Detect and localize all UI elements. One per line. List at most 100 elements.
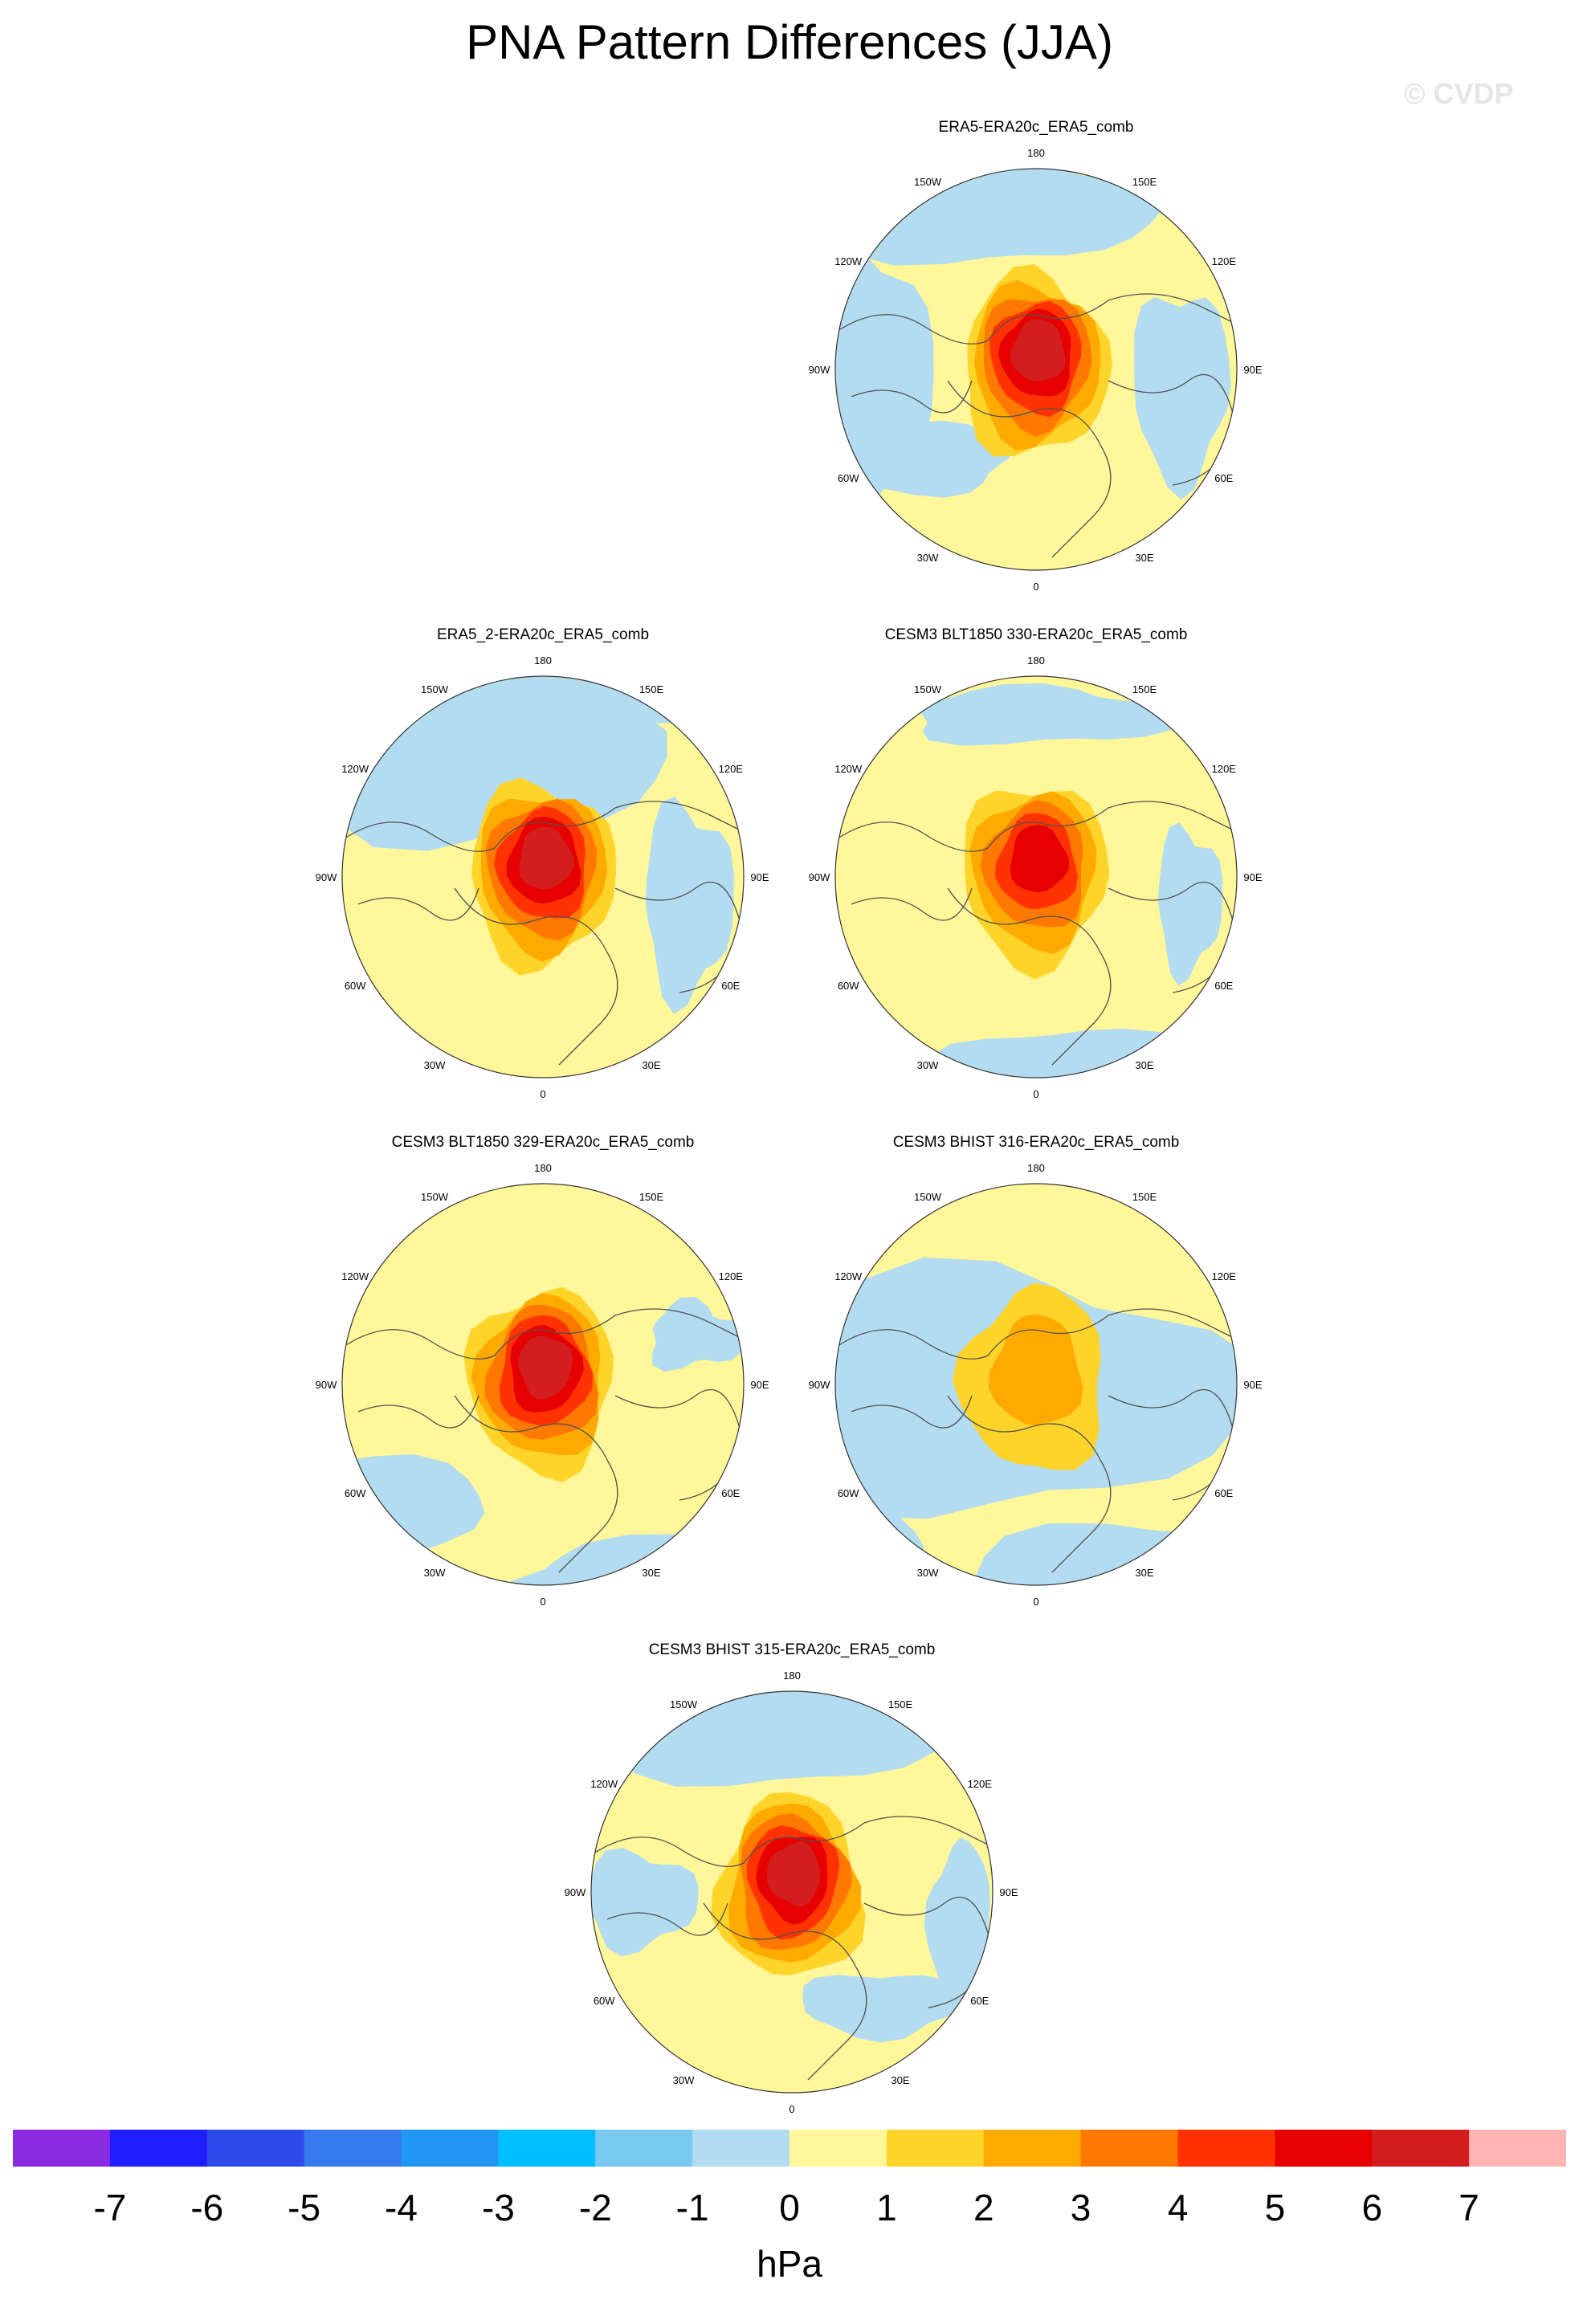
longitude-label: 120E — [719, 1270, 744, 1282]
coastlines — [835, 293, 1237, 558]
colorbar-tick-label: -7 — [93, 2187, 127, 2228]
contour-level-neg1-0 — [802, 1975, 965, 2043]
coastline — [342, 801, 744, 852]
longitude-label: 120W — [341, 763, 369, 775]
contour-level-6 — [1010, 319, 1066, 382]
colorbar-swatch — [401, 2130, 499, 2167]
longitude-label: 150W — [914, 683, 942, 695]
longitude-label: 30W — [917, 1059, 939, 1071]
longitude-label: 30E — [1135, 1059, 1153, 1071]
colorbar-swatch — [1372, 2130, 1470, 2167]
longitude-label: 120W — [834, 255, 863, 267]
longitude-label: 30W — [424, 1059, 446, 1071]
contour-level-neg1-0 — [591, 1848, 699, 1957]
contour-level-6 — [518, 1335, 573, 1400]
coastline — [454, 887, 618, 1066]
longitude-label: 0 — [1033, 1596, 1038, 1608]
map-panel-era5-2: ERA5_2-ERA20c_ERA5_comb 180 150E 120E 90E 60… — [294, 626, 792, 1108]
longitude-label: 90E — [1243, 871, 1262, 883]
map-boundary — [341, 675, 745, 1078]
longitude-label: 150E — [639, 1191, 664, 1203]
panel-title: CESM3 BHIST 316-ERA20c_ERA5_comb — [892, 1134, 1180, 1151]
contour-field — [342, 1184, 744, 1585]
colorbar-tick-label: 5 — [1264, 2187, 1286, 2228]
map-panel-bhist-316: CESM3 BHIST 316-ERA20c_ERA5_comb 180 150E… — [787, 1134, 1285, 1616]
longitude-label: 60W — [345, 1487, 366, 1499]
longitude-label: 60E — [1214, 1487, 1233, 1499]
polar-map: 180 150E 120E 90E 60E 30E 0 30W 60W 90W 120W 150W — [809, 147, 1263, 593]
coastlines — [591, 1816, 993, 2081]
longitude-label: 120E — [968, 1778, 993, 1790]
coastline — [591, 1816, 993, 1867]
longitude-label: 30E — [642, 1059, 660, 1071]
longitude-label: 90W — [316, 1379, 337, 1391]
longitude-label: 150W — [670, 1698, 698, 1710]
contour-level-neg1-0 — [652, 1296, 744, 1372]
colorbar-tick-label: 4 — [1167, 2187, 1189, 2228]
colorbar-tick-label: -2 — [578, 2187, 612, 2228]
colorbar-swatch — [790, 2130, 887, 2167]
coastline — [835, 293, 1237, 345]
colorbar-tick-label: 0 — [779, 2187, 800, 2228]
contour-level-neg1-0 — [645, 797, 734, 1014]
colorbar-swatch — [1275, 2130, 1373, 2167]
colorbar — [13, 2130, 1566, 2167]
longitude-label: 120W — [590, 1778, 618, 1790]
longitude-label: 150E — [1132, 176, 1157, 188]
longitude-label: 60E — [721, 1487, 740, 1499]
coastline — [454, 1395, 618, 1573]
contour-level-6 — [519, 826, 574, 890]
longitude-label: 90W — [809, 1379, 830, 1391]
longitude-label: 60W — [838, 980, 859, 992]
coastline — [851, 887, 973, 921]
coastline — [851, 380, 973, 414]
panel-title: CESM3 BLT1850 330-ERA20c_ERA5_comb — [884, 626, 1188, 643]
longitude-label: 60E — [970, 1995, 989, 2007]
contour-level-neg1-0 — [611, 1691, 966, 1787]
longitude-label: 180 — [1027, 147, 1045, 159]
colorbar-swatch — [206, 2130, 305, 2167]
longitude-label: 120E — [719, 763, 744, 775]
longitude-label: 30E — [642, 1567, 660, 1579]
longitude-label: 180 — [534, 654, 552, 667]
contour-level-neg1-0 — [969, 1523, 1237, 1585]
contour-level-neg1-0 — [920, 683, 1197, 746]
colorbar-swatch — [1177, 2130, 1275, 2167]
longitude-label: 180 — [783, 1670, 801, 1682]
contour-level-5 — [1010, 825, 1070, 893]
panel-title: CESM3 BHIST 315-ERA20c_ERA5_comb — [648, 1641, 936, 1658]
longitude-label: 90W — [316, 871, 337, 883]
coastline — [851, 1395, 973, 1429]
contour-field — [835, 169, 1237, 570]
longitude-label: 150E — [1132, 683, 1157, 695]
colorbar-tick-label: 2 — [973, 2187, 994, 2228]
longitude-label: 120W — [834, 763, 863, 775]
longitude-label: 30W — [673, 2074, 695, 2086]
contour-level-neg1-0 — [475, 1534, 744, 1585]
contour-field — [835, 1184, 1237, 1585]
contour-field — [835, 676, 1237, 1078]
longitude-label: 90W — [809, 364, 830, 376]
longitude-label: 120W — [834, 1270, 863, 1282]
figure-title: PNA Pattern Differences (JJA) — [466, 15, 1113, 69]
colorbar-tick-label: 6 — [1361, 2187, 1383, 2228]
map-boundary — [834, 168, 1238, 571]
longitude-label: 90E — [750, 1379, 769, 1391]
colorbar-tick-label: -3 — [481, 2187, 515, 2228]
coastline — [835, 1308, 1237, 1360]
map-boundary — [834, 1183, 1238, 1586]
panel-title: ERA5-ERA20c_ERA5_comb — [938, 119, 1134, 136]
longitude-label: 90E — [750, 871, 769, 883]
longitude-label: 120E — [1212, 1270, 1237, 1282]
panel-title: ERA5_2-ERA20c_ERA5_comb — [436, 626, 650, 643]
colorbar-tick-label: 1 — [876, 2187, 897, 2228]
coastline — [357, 887, 479, 921]
colorbar-units-label: hPa — [757, 2243, 822, 2285]
colorbar-tick-label: -1 — [675, 2187, 709, 2228]
longitude-label: 180 — [534, 1162, 552, 1174]
polar-map: 180 150E 120E 90E 60E 30E 0 30W 60W 90W 120W 150W — [809, 654, 1263, 1100]
longitude-label: 180 — [1027, 1162, 1045, 1174]
colorbar-swatch — [886, 2130, 985, 2167]
map-panel-era5: ERA5-ERA20c_ERA5_comb 180 150E 120E 90E 60E 3… — [787, 119, 1285, 601]
coastline — [835, 801, 1237, 852]
